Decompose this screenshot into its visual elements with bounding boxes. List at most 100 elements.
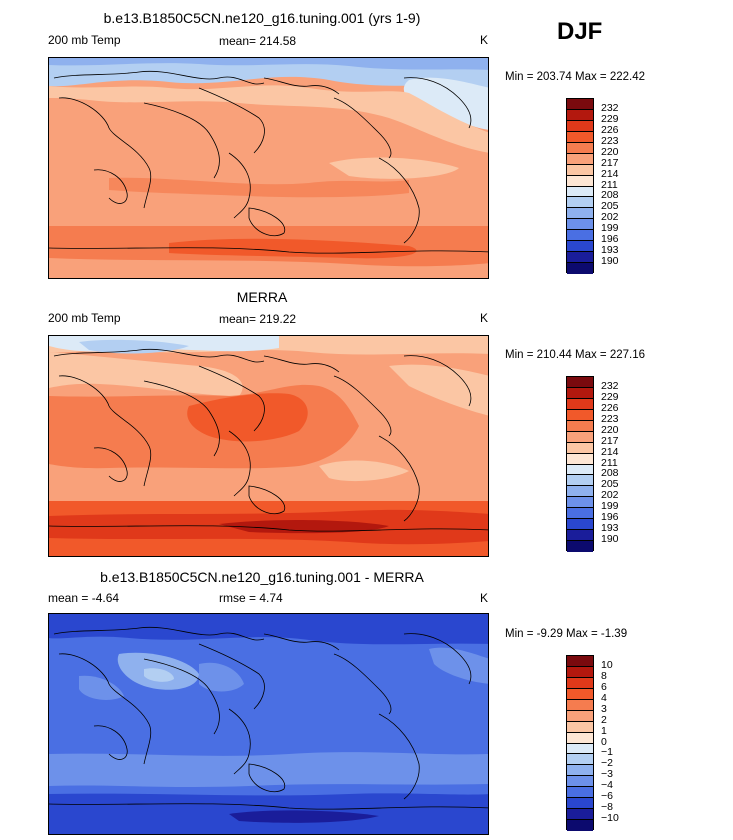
colorbar-label: 226 — [601, 123, 619, 136]
coastlines — [49, 626, 488, 810]
variable-label: 200 mb Temp — [48, 33, 121, 47]
colorbar-swatch — [567, 820, 593, 831]
rmse-label: rmse = 4.74 — [219, 591, 283, 605]
colorbar-swatch — [567, 710, 593, 722]
colorbar-label: 229 — [601, 390, 619, 403]
colorbar-swatch — [567, 776, 593, 788]
colorbar-swatch — [567, 486, 593, 498]
colorbar-swatch — [567, 754, 593, 766]
units-label: K — [480, 311, 489, 325]
colorbar-label: 208 — [601, 467, 619, 480]
colorbar-label: 232 — [601, 101, 619, 114]
map-panel — [48, 613, 489, 835]
colorbar-swatch — [567, 208, 593, 220]
colorbar-label: −2 — [601, 757, 613, 770]
colorbar-swatch — [567, 475, 593, 487]
mean-label: mean= 219.22 — [219, 312, 297, 326]
colorbar-swatch — [567, 732, 593, 744]
colorbar-swatch — [567, 453, 593, 465]
colorbar-swatch — [567, 666, 593, 678]
colorbar-swatch — [567, 252, 593, 264]
mean-label: mean= 214.58 — [219, 34, 297, 48]
map-panel — [48, 335, 489, 557]
colorbar-label: 10 — [601, 658, 613, 671]
colorbar-label: 214 — [601, 445, 619, 458]
colorbar-swatch — [567, 387, 593, 399]
colorbar-label: 220 — [601, 145, 619, 158]
colorbar-swatch — [567, 431, 593, 443]
colorbar-swatch — [567, 409, 593, 421]
colorbar-label: 1 — [601, 724, 607, 737]
season-label: DJF — [557, 18, 603, 45]
minmax-label: Min = 203.74 Max = 222.42 — [505, 71, 646, 83]
colorbar-label: 211 — [601, 456, 618, 469]
colorbar-swatch — [567, 809, 593, 821]
mean-label: mean = -4.64 — [48, 591, 120, 605]
colorbar-swatch — [567, 541, 593, 552]
colorbar-label: −4 — [601, 779, 613, 792]
colorbar-label: −1 — [601, 746, 613, 759]
colorbar-label: −3 — [601, 768, 613, 781]
colorbar-swatch — [567, 464, 593, 476]
colorbar-swatch — [567, 153, 593, 165]
colorbar-label: 229 — [601, 112, 619, 125]
colorbar-label: 193 — [601, 244, 619, 257]
colorbar-swatch — [567, 787, 593, 799]
colorbar-swatch — [567, 120, 593, 132]
colorbar-swatch — [567, 688, 593, 700]
colorbar-swatch — [567, 699, 593, 711]
colorbar-swatch — [567, 142, 593, 154]
colorbar-swatch — [567, 241, 593, 253]
colorbar-swatch — [567, 219, 593, 231]
colorbar-label: 190 — [601, 255, 619, 268]
colorbar-label: 199 — [601, 500, 619, 513]
colorbar-label: 223 — [601, 412, 619, 425]
colorbar-label: 214 — [601, 167, 619, 180]
colorbar — [566, 376, 594, 552]
colorbar-label: −10 — [601, 812, 619, 825]
colorbar-swatch — [567, 497, 593, 509]
colorbar-swatch — [567, 109, 593, 121]
variable-label: 200 mb Temp — [48, 311, 121, 325]
colorbar-label: 2 — [601, 713, 607, 726]
colorbar-label: 223 — [601, 134, 619, 147]
colorbar-label: 202 — [601, 211, 619, 224]
colorbar-swatch — [567, 420, 593, 432]
minmax-label: Min = -9.29 Max = -1.39 — [505, 628, 628, 640]
colorbar-swatch — [567, 230, 593, 242]
map-panel — [48, 57, 489, 279]
colorbar-label: 193 — [601, 522, 619, 535]
colorbar-label: 190 — [601, 533, 619, 546]
colorbar-label: 4 — [601, 691, 607, 704]
colorbar-swatch — [567, 164, 593, 176]
minmax-label: Min = 210.44 Max = 227.16 — [505, 349, 646, 361]
colorbar-swatch — [567, 377, 593, 388]
colorbar-swatch — [567, 197, 593, 209]
colorbar-label: 8 — [601, 669, 607, 682]
colorbar-swatch — [567, 798, 593, 810]
colorbar-swatch — [567, 743, 593, 755]
colorbar-label: 202 — [601, 489, 619, 502]
colorbar-label: 199 — [601, 222, 619, 235]
colorbar-swatch — [567, 677, 593, 689]
colorbar-label: 217 — [601, 156, 619, 169]
panel-title: b.e13.B1850C5CN.ne120_g16.tuning.001 (yr… — [103, 10, 421, 26]
colorbar-label: 196 — [601, 511, 619, 524]
colorbar-swatch — [567, 398, 593, 410]
colorbar-label: 0 — [601, 735, 607, 748]
colorbar-label: 3 — [601, 702, 607, 715]
colorbar-label: −6 — [601, 790, 613, 803]
colorbar — [566, 655, 594, 831]
colorbar — [566, 98, 594, 274]
colorbar-swatch — [567, 99, 593, 110]
colorbar-label: 226 — [601, 401, 619, 414]
colorbar-label: −8 — [601, 801, 613, 814]
colorbar-swatch — [567, 765, 593, 777]
colorbar-label: 205 — [601, 200, 619, 213]
colorbar-label: 196 — [601, 233, 619, 246]
colorbar-label: 220 — [601, 423, 619, 436]
colorbar-swatch — [567, 508, 593, 520]
colorbar-swatch — [567, 530, 593, 542]
colorbar-label: 6 — [601, 680, 607, 693]
units-label: K — [480, 33, 489, 47]
